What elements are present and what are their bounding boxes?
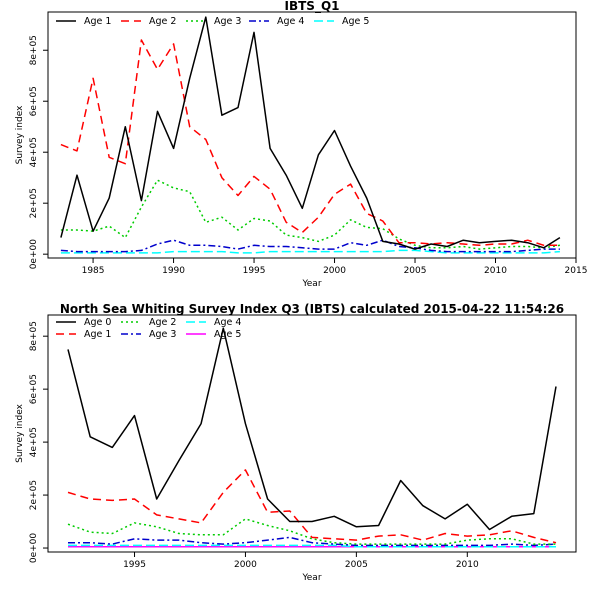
x-tick-label: 1995 [243, 266, 266, 276]
chart-title: North Sea Whiting Survey Index Q3 (IBTS)… [60, 302, 564, 316]
series-line-age-3 [68, 536, 557, 547]
plot-frame [47, 314, 577, 553]
y-tick-label: 6e+05 [29, 374, 39, 404]
x-tick-label: 2005 [404, 266, 427, 276]
legend-label: Age 4 [214, 317, 241, 328]
x-axis-label: Year [301, 573, 321, 583]
legend: Age 0 Age 2 Age 4 Age 1 Age 3 Age 5 [56, 317, 241, 340]
y-tick-label: 8e+05 [29, 35, 39, 65]
x-tick-label: 2000 [323, 266, 346, 276]
series-line-age-2 [67, 518, 556, 545]
legend-label: Age 3 [149, 329, 176, 340]
y-tick-label: 6e+05 [29, 86, 39, 116]
series-line-age-1 [67, 469, 557, 544]
legend-label: Age 2 [149, 317, 176, 328]
x-tick-label: 1990 [162, 266, 185, 276]
legend-label: Age 3 [214, 16, 241, 27]
y-tick-label: 0e+00 [29, 533, 39, 564]
y-tick-label: 8e+05 [29, 321, 39, 351]
series-lines [67, 327, 557, 548]
x-tick-label: 2010 [456, 560, 479, 570]
x-tick-label: 1985 [82, 266, 105, 276]
x-tick-label: 2015 [565, 266, 588, 276]
y-tick-label: 4e+05 [29, 137, 39, 167]
series-line-age-5 [60, 249, 560, 254]
chart-title: IBTS_Q1 [285, 0, 340, 14]
x-tick-label: 2000 [234, 560, 257, 570]
legend-label: Age 2 [149, 16, 176, 27]
x-tick-label: 1995 [123, 560, 146, 570]
legend-label: Age 4 [277, 16, 304, 27]
chart-panel-2: North Sea Whiting Survey Index Q3 (IBTS)… [15, 302, 577, 583]
series-line-age-4 [68, 544, 556, 548]
y-axis-label: Survey index [15, 105, 25, 164]
x-axis-label: Year [301, 279, 321, 289]
y-tick-label: 2e+05 [29, 188, 39, 218]
chart-panel-1: IBTS_Q1 1985 1990 1995 2000 2005 2010 2015 0e+00… [15, 0, 587, 289]
legend-label: Age 1 [84, 16, 111, 27]
series-lines [60, 16, 561, 254]
legend-label: Age 0 [84, 317, 111, 328]
legend: Age 1 Age 2 Age 3 Age 4 Age 5 [56, 16, 369, 27]
series-line-age-0 [67, 327, 557, 531]
y-tick-label: 2e+05 [29, 480, 39, 510]
y-tick-label: 0e+00 [29, 239, 39, 270]
plot-frame [47, 11, 577, 259]
y-axis-label: Survey index [15, 403, 25, 462]
y-tick-label: 4e+05 [29, 427, 39, 457]
x-tick-label: 2005 [345, 560, 368, 570]
legend-label: Age 1 [84, 329, 111, 340]
series-line-age-4 [60, 239, 560, 253]
x-tick-label: 2010 [484, 266, 507, 276]
series-line-age-1 [60, 16, 561, 250]
legend-label: Age 5 [214, 329, 241, 340]
legend-label: Age 5 [342, 16, 369, 27]
series-line-age-2 [60, 39, 560, 247]
